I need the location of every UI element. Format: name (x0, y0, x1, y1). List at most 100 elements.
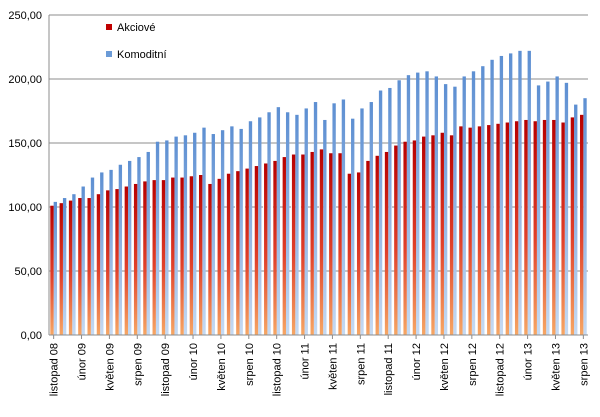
legend: Akciové Komoditní (106, 22, 167, 61)
bar-komoditni (425, 71, 429, 335)
bar-komoditni (248, 121, 253, 336)
bar-akciove (403, 141, 407, 335)
bar-komoditni (564, 82, 569, 335)
bar-akciove (282, 157, 286, 335)
bar-komoditni (220, 130, 225, 335)
bar-komoditni (230, 126, 234, 335)
series-akciove-bars (50, 114, 584, 336)
bar-akciove (254, 166, 259, 335)
bar-akciove (570, 117, 575, 336)
bar-akciove (347, 173, 352, 335)
bar-akciove (106, 190, 110, 335)
bar-komoditni (332, 103, 336, 335)
bar-komoditni (81, 186, 85, 335)
bar-akciove (217, 178, 221, 335)
x-tick-label: listopad 12 (495, 343, 507, 396)
bar-akciove (552, 119, 556, 336)
bar-akciove (422, 136, 426, 335)
bar-komoditni (351, 118, 355, 336)
bar-akciove (449, 135, 454, 335)
bar-komoditni (100, 172, 104, 335)
bar-komoditni (267, 112, 271, 335)
bar-akciove (310, 151, 314, 335)
bar-akciove (375, 155, 379, 335)
bar-akciove (236, 171, 240, 335)
bar-komoditni (555, 76, 559, 335)
bar-komoditni (258, 117, 262, 336)
bar-komoditni (239, 128, 243, 335)
x-tick-label: únor 13 (523, 343, 535, 380)
bar-akciove (50, 205, 54, 335)
series-komoditni-bars (53, 50, 587, 336)
bar-akciove (384, 151, 389, 335)
bar-komoditni (388, 87, 392, 336)
bar-komoditni (490, 59, 494, 336)
bar-komoditni (518, 50, 522, 336)
bar-komoditni (462, 76, 466, 335)
bar-akciove (505, 122, 510, 336)
bar-akciove (133, 183, 138, 335)
x-tick-label: srpen 11 (355, 343, 367, 385)
x-tick-label: květen 10 (216, 343, 228, 391)
y-tick-labels: 0,00 50,00 100,00 150,00 200,00 250,00 (8, 10, 42, 342)
x-tick-label: listopad 11 (383, 343, 395, 395)
bar-akciove (189, 176, 194, 335)
bar-komoditni (72, 194, 76, 335)
x-tick-label: srpen 13 (578, 343, 590, 386)
bar-komoditni (443, 84, 448, 336)
legend-swatch-akciove (106, 24, 112, 30)
x-tick-label: listopad 09 (160, 343, 172, 396)
bar-akciove (319, 149, 324, 335)
bar-akciove (301, 154, 305, 335)
x-tick-label: únor 09 (77, 343, 89, 380)
bar-akciove (338, 153, 342, 335)
bar-akciove (161, 180, 166, 335)
x-tick-labels: listopad 08 únor 09 květen 09 srpen 09 listo… (49, 335, 590, 396)
bar-komoditni (137, 157, 141, 335)
bar-akciove (468, 127, 472, 335)
bar-akciove (524, 119, 528, 336)
bar-akciove (180, 177, 184, 335)
bar-komoditni (397, 80, 401, 335)
legend-label-komoditni: Komoditní (117, 49, 167, 61)
bar-akciove (171, 177, 175, 335)
bar-komoditni (341, 99, 346, 335)
bar-komoditni (146, 151, 150, 335)
bar-akciove (477, 126, 482, 335)
bar-komoditni (536, 85, 541, 336)
bar-akciove (226, 173, 231, 335)
x-tick-label: srpen 10 (244, 343, 256, 386)
bar-akciove (198, 175, 203, 335)
bar-akciove (440, 132, 444, 335)
bar-komoditni (369, 102, 373, 335)
bar-komoditni (109, 169, 113, 335)
bar-komoditni (574, 104, 578, 335)
bar-komoditni (583, 98, 587, 335)
x-tick-label: květen 13 (550, 343, 562, 391)
bar-akciove (542, 119, 547, 336)
bar-komoditni (499, 55, 504, 336)
x-tick-label: květen 12 (439, 343, 451, 391)
bar-akciove (487, 125, 491, 335)
bar-akciove (412, 140, 417, 335)
x-tick-label: listopad 10 (272, 343, 284, 396)
y-tick-label: 100,00 (8, 202, 42, 214)
bar-komoditni (406, 75, 411, 335)
x-tick-label: květen 09 (104, 343, 116, 391)
legend-swatch-komoditni (106, 51, 112, 57)
bar-komoditni (434, 76, 439, 335)
bar-akciove (96, 194, 101, 335)
bar-akciove (245, 168, 249, 335)
bar-akciove (273, 160, 277, 335)
bar-akciove (329, 153, 333, 335)
bar-akciove (366, 160, 370, 335)
bar-komoditni (509, 53, 513, 336)
bar-akciove (496, 123, 500, 335)
bar-akciove (143, 181, 147, 335)
bar-komoditni (155, 141, 160, 335)
bar-akciove (208, 183, 212, 335)
bar-komoditni (276, 107, 281, 335)
bar-akciove (533, 121, 537, 336)
bar-komoditni (323, 119, 327, 336)
